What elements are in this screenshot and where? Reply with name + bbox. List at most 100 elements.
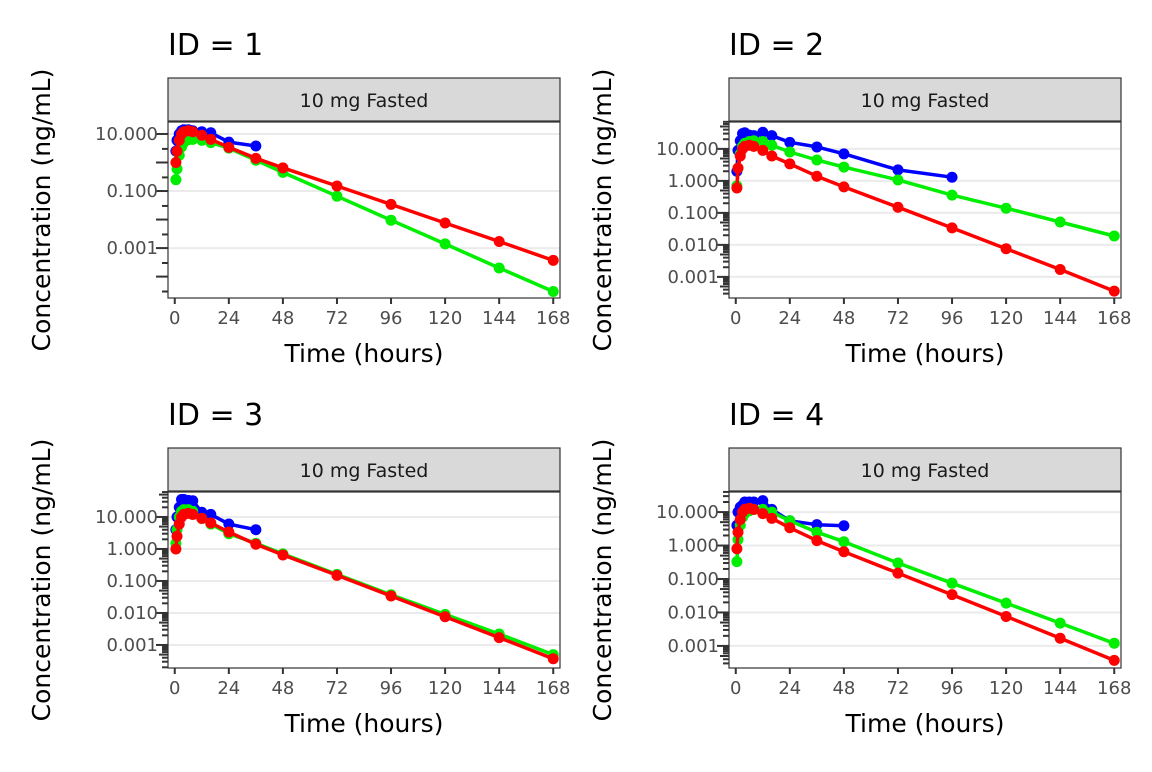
data-point-red: [811, 535, 823, 547]
x-tick-label: 144: [482, 678, 516, 699]
y-tick-label: 10.000: [95, 124, 158, 145]
data-point-red: [757, 508, 769, 520]
data-point-red: [766, 512, 778, 524]
data-point-red: [946, 222, 958, 234]
data-point-red: [250, 538, 262, 550]
data-point-green: [946, 189, 958, 201]
data-point-blue: [838, 520, 850, 532]
data-point-blue: [946, 171, 958, 183]
x-tick-label: 96: [380, 678, 403, 699]
x-tick-label: 168: [1097, 678, 1131, 699]
x-tick-label: 144: [1043, 308, 1077, 329]
x-tick-label: 48: [832, 308, 855, 329]
strip-background: [167, 77, 561, 122]
data-point-red: [838, 181, 850, 193]
x-tick-label: 120: [428, 678, 462, 699]
data-point-red: [892, 567, 904, 579]
data-point-blue: [811, 141, 823, 153]
data-point-green: [892, 174, 904, 186]
data-point-red: [223, 526, 235, 538]
data-point-red: [196, 512, 208, 524]
x-tick-label: 168: [536, 678, 570, 699]
data-point-red: [1054, 264, 1066, 276]
x-tick-label: 72: [326, 308, 349, 329]
data-point-green: [187, 133, 199, 145]
data-point-green: [838, 161, 850, 173]
plot-border: [728, 491, 1122, 669]
data-point-green: [838, 536, 850, 548]
strip-background: [167, 447, 561, 492]
panel-title: ID = 2: [729, 28, 824, 63]
data-point-red: [1108, 285, 1120, 297]
data-point-green: [1000, 202, 1012, 214]
y-tick-label: 0.010: [106, 603, 158, 624]
panel-1: ID = 1 10 mg Fasted 10.000 0.100 0.001 0 24 48 7…: [27, 28, 570, 368]
x-tick-label: 24: [778, 678, 801, 699]
data-point-red: [748, 140, 760, 152]
y-tick-label: 0.001: [667, 267, 719, 288]
y-tick-label: 0.100: [106, 181, 158, 202]
plot-border: [167, 491, 561, 669]
data-point-red: [250, 152, 262, 164]
y-axis-title: Concentration (ng/mL): [588, 69, 617, 352]
x-tick-label: 144: [482, 308, 516, 329]
y-tick-label: 10.000: [656, 502, 719, 523]
x-axis-title: Time (hours): [845, 339, 1005, 368]
x-tick-label: 96: [941, 308, 964, 329]
data-point-red: [385, 198, 397, 210]
x-tick-label: 48: [271, 308, 294, 329]
data-point-green: [946, 577, 958, 589]
data-point-green: [439, 238, 451, 250]
y-tick-label: 0.100: [106, 571, 158, 592]
data-point-red: [439, 217, 451, 229]
x-tick-label: 48: [271, 678, 294, 699]
y-tick-label: 0.001: [106, 238, 158, 259]
y-tick-label: 1.000: [667, 171, 719, 192]
data-point-blue: [757, 126, 769, 138]
data-point-blue: [766, 130, 778, 142]
data-point-red: [439, 611, 451, 623]
data-point-green: [731, 556, 743, 568]
y-axis-title: Concentration (ng/mL): [27, 69, 56, 352]
data-point-red: [838, 546, 850, 558]
x-axis-title: Time (hours): [845, 709, 1005, 738]
data-point-green: [892, 557, 904, 569]
data-point-red: [493, 236, 505, 248]
data-point-green: [766, 139, 778, 151]
data-point-blue: [892, 164, 904, 176]
data-point-red: [547, 254, 559, 266]
data-point-red: [171, 530, 183, 542]
data-point-green: [170, 174, 182, 186]
data-point-red: [784, 522, 796, 534]
data-point-blue: [187, 495, 199, 507]
panel-title: ID = 1: [168, 28, 263, 63]
x-tick-label: 48: [832, 678, 855, 699]
x-tick-label: 72: [326, 678, 349, 699]
y-axis-title: Concentration (ng/mL): [588, 439, 617, 722]
data-point-red: [1000, 243, 1012, 255]
panel-2: ID = 2 10 mg Fasted 10.000 1.000 0.100 0.010 0…: [588, 28, 1131, 368]
data-point-green: [1054, 617, 1066, 629]
data-point-blue: [838, 148, 850, 160]
y-tick-label: 10.000: [95, 507, 158, 528]
data-point-red: [784, 158, 796, 170]
x-tick-label: 168: [1097, 308, 1131, 329]
x-tick-label: 120: [989, 308, 1023, 329]
x-tick-label: 96: [941, 678, 964, 699]
data-point-red: [1054, 632, 1066, 644]
x-tick-label: 24: [217, 678, 240, 699]
data-point-green: [811, 526, 823, 538]
y-tick-label: 0.001: [667, 636, 719, 657]
x-tick-label: 120: [428, 308, 462, 329]
data-point-blue: [250, 524, 262, 536]
data-point-red: [892, 201, 904, 213]
data-point-blue: [250, 140, 262, 152]
data-point-blue: [205, 508, 217, 520]
data-point-blue: [757, 495, 769, 507]
data-point-blue: [811, 519, 823, 531]
y-tick-label: 0.010: [667, 602, 719, 623]
x-tick-label: 0: [730, 678, 741, 699]
data-point-green: [1108, 230, 1120, 242]
x-axis-title: Time (hours): [284, 339, 444, 368]
